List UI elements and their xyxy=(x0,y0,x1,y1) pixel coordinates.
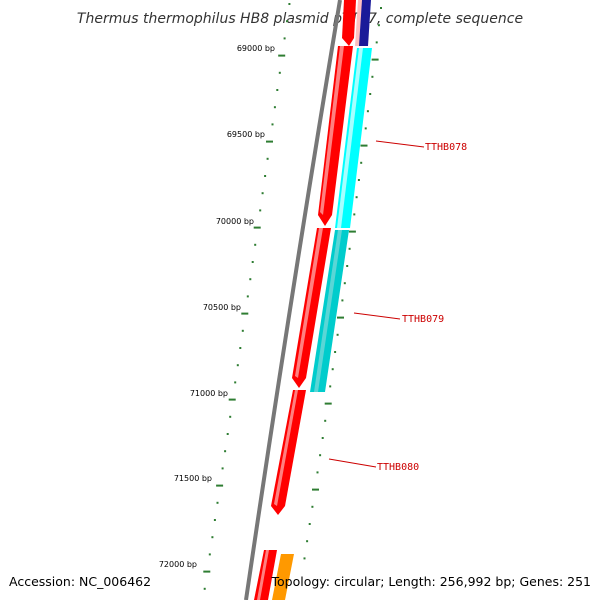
minor-tick-inner xyxy=(221,467,224,470)
minor-tick-inner xyxy=(213,519,216,521)
minor-tick-outer xyxy=(324,419,327,422)
minor-tick-inner xyxy=(216,501,219,504)
minor-tick-outer xyxy=(308,523,311,525)
minor-tick-outer xyxy=(321,437,324,439)
minor-tick-inner xyxy=(278,71,281,74)
minor-tick-inner xyxy=(234,381,237,384)
summary-text: Topology: circular; Length: 256,992 bp; … xyxy=(271,574,592,589)
gene-bottom-red-highlight xyxy=(257,550,269,600)
minor-tick-inner xyxy=(251,261,254,263)
major-tick-inner xyxy=(241,312,249,315)
major-tick-inner xyxy=(228,398,236,401)
minor-tick-outer xyxy=(341,299,344,302)
gene-top-pink[interactable] xyxy=(355,0,362,46)
minor-tick-outer xyxy=(364,127,367,130)
minor-tick-outer xyxy=(375,41,378,44)
minor-tick-outer xyxy=(329,385,332,388)
minor-tick-inner xyxy=(229,415,232,418)
minor-tick-outer xyxy=(311,505,314,508)
minor-tick-inner xyxy=(203,587,206,590)
minor-tick-outer xyxy=(360,161,363,164)
minor-tick-inner xyxy=(226,433,229,435)
minor-tick-inner xyxy=(224,450,227,453)
scale-label-71000: 71000 bp xyxy=(190,389,228,398)
gene-tthb077-red[interactable] xyxy=(342,0,356,46)
major-tick-outer xyxy=(337,316,344,319)
minor-tick-outer xyxy=(366,110,369,113)
gene-label-tthb080[interactable]: TTHB080 xyxy=(377,462,419,473)
major-tick-inner xyxy=(203,570,211,573)
minor-tick-outer xyxy=(306,540,309,543)
scale-label-71500: 71500 bp xyxy=(174,474,212,483)
minor-tick-outer xyxy=(353,213,356,216)
minor-tick-outer xyxy=(380,7,382,9)
gene-label-tthb078[interactable]: TTHB078 xyxy=(425,142,467,153)
scale-ruler-outer xyxy=(303,7,382,560)
gene-red-2-highlight xyxy=(295,228,323,378)
scale-ruler-inner xyxy=(203,3,291,590)
minor-tick-outer xyxy=(336,333,339,336)
leader-line-tthb079 xyxy=(353,312,401,320)
minor-tick-outer xyxy=(355,196,358,199)
minor-tick-inner xyxy=(286,20,288,23)
minor-tick-inner xyxy=(271,123,274,126)
minor-tick-inner xyxy=(264,175,267,177)
minor-tick-inner xyxy=(249,278,252,281)
leader-line-tthb080 xyxy=(328,458,377,468)
major-tick-inner xyxy=(216,484,224,487)
minor-tick-outer xyxy=(377,24,380,27)
gene-tthb079-highlight xyxy=(314,230,342,392)
accession-text: Accession: NC_006462 xyxy=(9,574,151,589)
scale-label-72000: 72000 bp xyxy=(159,560,197,569)
minor-tick-outer xyxy=(343,282,346,285)
gene-tthb080-highlight xyxy=(274,390,298,506)
major-tick-outer xyxy=(371,58,379,61)
minor-tick-outer xyxy=(348,247,351,250)
minor-tick-outer xyxy=(303,557,306,560)
scale-label-69000: 69000 bp xyxy=(237,44,275,53)
minor-tick-inner xyxy=(261,192,264,195)
major-tick-outer xyxy=(324,402,332,405)
gene-label-tthb079[interactable]: TTHB079 xyxy=(402,314,444,325)
map-title: Thermus thermophilus HB8 plasmid pTT27, … xyxy=(77,11,523,27)
gene-red-1-highlight xyxy=(320,46,344,215)
minor-tick-outer xyxy=(331,368,334,371)
minor-tick-inner xyxy=(246,295,249,298)
minor-tick-outer xyxy=(316,471,319,474)
minor-tick-inner xyxy=(266,157,269,160)
minor-tick-inner xyxy=(259,209,262,212)
minor-tick-outer xyxy=(319,454,322,457)
major-tick-inner xyxy=(266,140,273,143)
minor-tick-inner xyxy=(211,536,214,539)
minor-tick-outer xyxy=(334,351,337,353)
minor-tick-outer xyxy=(357,179,360,181)
scale-label-70500: 70500 bp xyxy=(203,303,241,312)
minor-tick-inner xyxy=(288,3,291,5)
minor-tick-inner xyxy=(283,37,286,40)
minor-tick-inner xyxy=(239,347,242,349)
minor-tick-outer xyxy=(369,93,372,95)
minor-tick-inner xyxy=(236,364,239,367)
scale-label-70000: 70000 bp xyxy=(216,217,254,226)
leader-line-tthb078 xyxy=(375,140,425,148)
minor-tick-inner xyxy=(273,106,276,109)
gene-tthb078-highlight xyxy=(337,48,363,228)
minor-tick-outer xyxy=(346,265,349,267)
major-tick-outer xyxy=(360,144,368,147)
minor-tick-inner xyxy=(276,89,279,91)
major-tick-outer xyxy=(348,230,356,233)
scale-label-69500: 69500 bp xyxy=(227,130,265,139)
sequence-backbone xyxy=(244,0,342,600)
gene-bottom-orange[interactable] xyxy=(272,554,294,600)
major-tick-outer xyxy=(312,488,319,491)
minor-tick-inner xyxy=(208,553,211,556)
minor-tick-inner xyxy=(241,329,244,332)
major-tick-inner xyxy=(278,54,286,57)
major-tick-inner xyxy=(253,226,261,229)
minor-tick-inner xyxy=(254,243,257,246)
minor-tick-outer xyxy=(371,75,374,78)
